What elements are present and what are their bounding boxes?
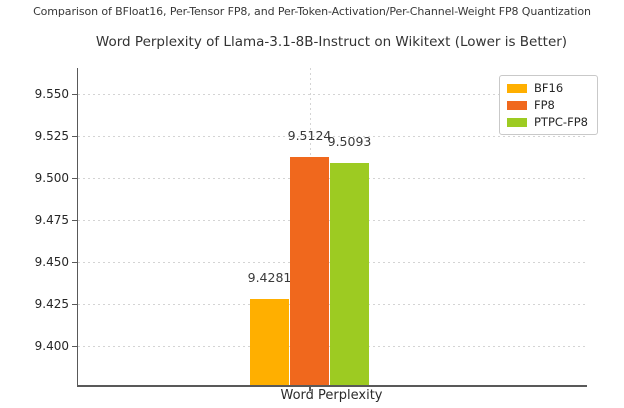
y-tick-mark (72, 219, 77, 222)
bar-value-label: 9.5124 (287, 128, 332, 143)
bar-bf16 (250, 299, 289, 385)
gridline-horizontal (78, 135, 587, 137)
bar-value-label: 9.4281 (247, 270, 292, 285)
legend-label: BF16 (534, 81, 564, 95)
y-tick-mark (72, 93, 77, 96)
chart-title: Word Perplexity of Llama-3.1-8B-Instruct… (95, 34, 568, 50)
y-tick-label: 9.475 (34, 213, 69, 228)
x-tick-mark (309, 387, 311, 391)
legend-swatch-icon (507, 100, 527, 110)
y-tick-label: 9.525 (34, 129, 69, 144)
bar-value-label: 9.5093 (327, 134, 372, 149)
bar-fp8 (290, 157, 329, 385)
bar-ptpc-fp8 (330, 163, 369, 385)
plot-area: 9.4281 9.5124 9.5093 (77, 68, 587, 387)
legend-label: FP8 (534, 98, 555, 112)
y-tick-label: 9.400 (34, 339, 69, 354)
y-tick-label: 9.425 (34, 297, 69, 312)
y-tick-label: 9.450 (34, 255, 69, 270)
y-tick-label: 9.550 (34, 87, 69, 102)
y-tick-mark (72, 177, 77, 180)
legend-swatch-icon (507, 117, 527, 127)
x-axis-label: Word Perplexity (280, 388, 383, 403)
y-tick-label: 9.500 (34, 171, 69, 186)
y-tick-mark (72, 261, 77, 264)
y-tick-mark (72, 345, 77, 348)
y-tick-mark (72, 303, 77, 306)
legend: BF16 FP8 PTPC-FP8 (499, 75, 598, 135)
legend-item-fp8: FP8 (507, 98, 588, 112)
legend-item-ptpc-fp8: PTPC-FP8 (507, 115, 588, 129)
legend-swatch-icon (507, 83, 527, 93)
y-tick-mark (72, 135, 77, 138)
legend-item-bf16: BF16 (507, 81, 588, 95)
gridline-horizontal (78, 93, 587, 95)
figure-suptitle: Comparison of BFloat16, Per-Tensor FP8, … (33, 5, 591, 18)
legend-label: PTPC-FP8 (534, 115, 588, 129)
